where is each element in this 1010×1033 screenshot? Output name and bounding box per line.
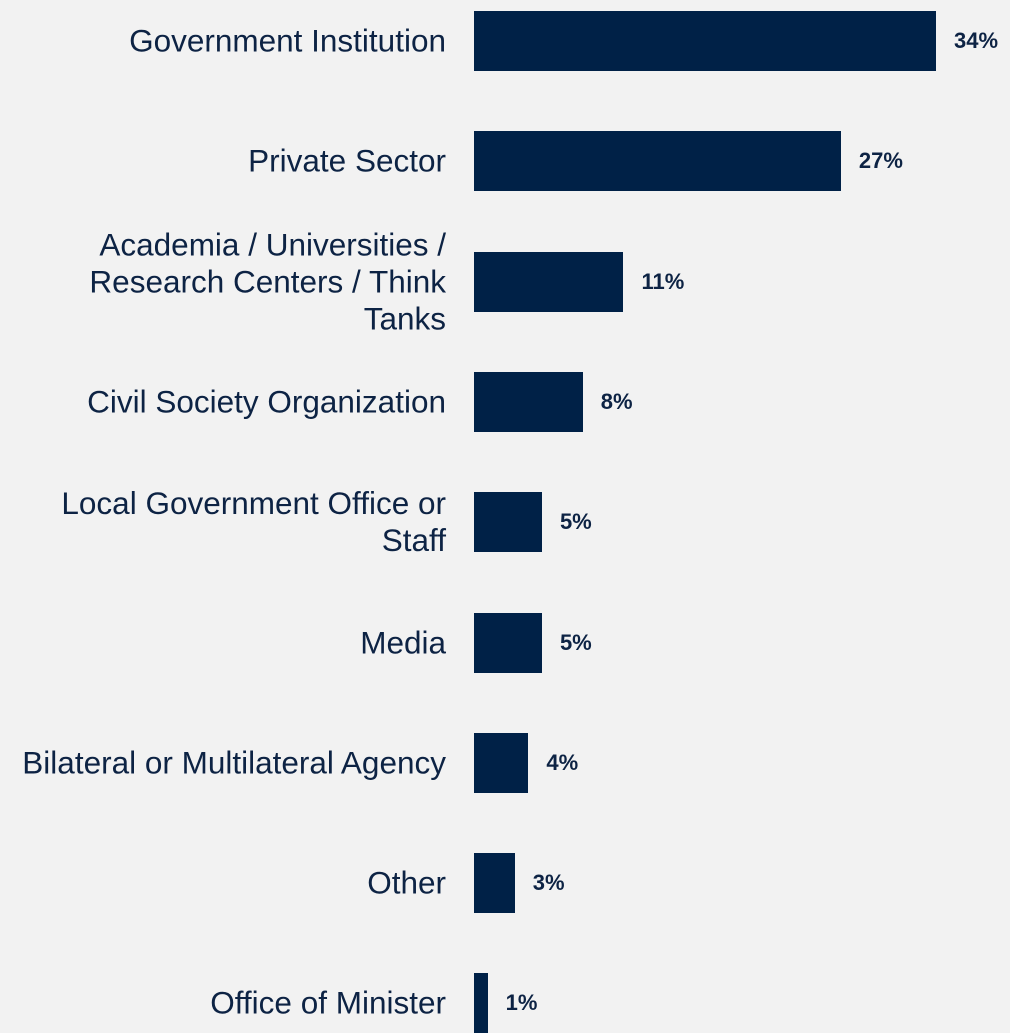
value-label: 27% bbox=[858, 148, 903, 174]
category-label: Local Government Office or Staff bbox=[61, 485, 446, 559]
category-label: Private Sector bbox=[248, 142, 446, 179]
category-label: Bilateral or Multilateral Agency bbox=[22, 744, 446, 781]
bar bbox=[474, 853, 515, 914]
bar bbox=[474, 11, 936, 71]
value-label: 4% bbox=[546, 749, 579, 775]
category-label: Government Institution bbox=[129, 22, 446, 59]
bar bbox=[474, 732, 529, 793]
value-label: 3% bbox=[532, 870, 565, 896]
bar bbox=[474, 612, 542, 673]
value-label: 1% bbox=[505, 990, 538, 1016]
bar bbox=[474, 492, 542, 553]
value-label: 5% bbox=[559, 509, 592, 535]
category-label: Other bbox=[367, 864, 446, 901]
category-label: Academia / Universities / Research Cente… bbox=[89, 226, 446, 337]
category-label: Office of Minister bbox=[210, 984, 446, 1021]
value-label: 8% bbox=[600, 388, 633, 414]
value-label: 34% bbox=[954, 28, 999, 53]
value-label: 11% bbox=[641, 268, 685, 294]
value-label: 5% bbox=[559, 629, 592, 655]
bar bbox=[474, 371, 583, 432]
bar bbox=[474, 973, 488, 1033]
bar bbox=[474, 131, 841, 192]
category-label: Civil Society Organization bbox=[87, 383, 446, 420]
bar bbox=[474, 251, 624, 312]
category-label: Media bbox=[360, 624, 446, 660]
